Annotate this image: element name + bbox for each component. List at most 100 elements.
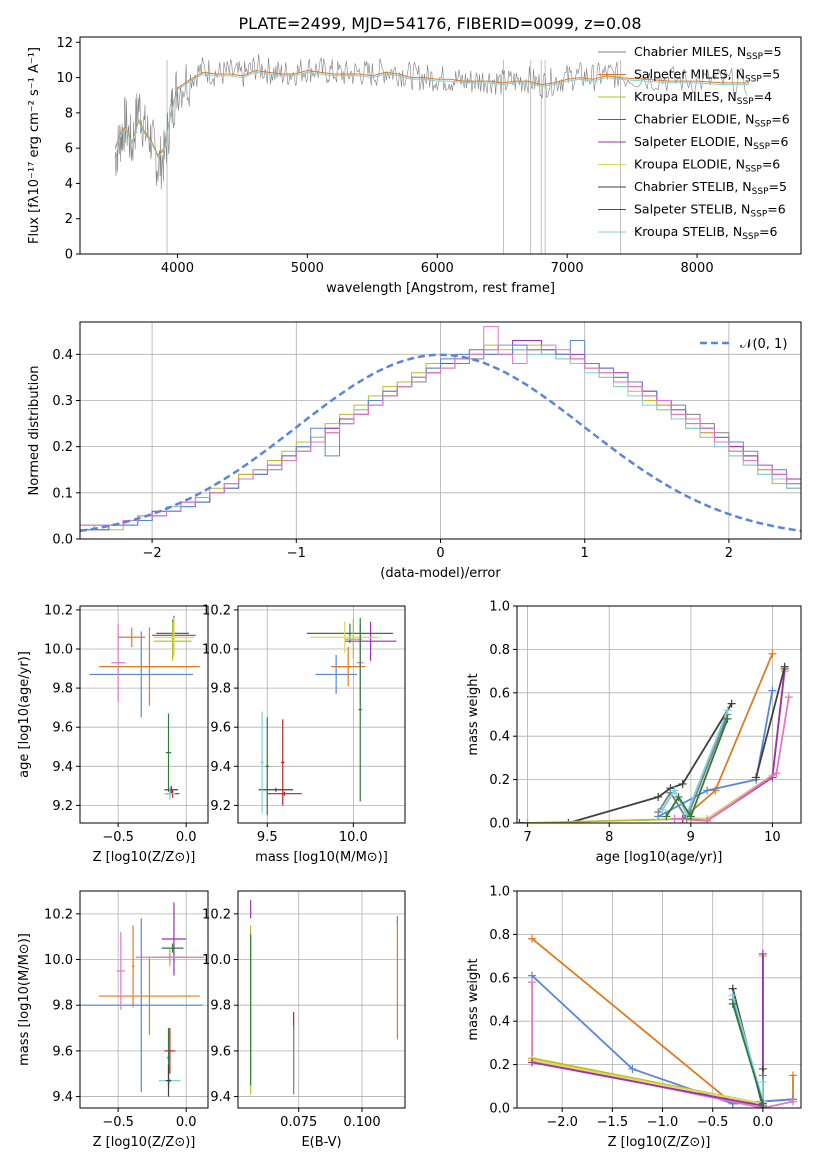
y-tick-label: 0.3 <box>52 394 73 409</box>
y-tick-label: 9.4 <box>210 760 231 775</box>
weight-line <box>519 703 733 823</box>
x-tick-label: 9 <box>687 830 695 845</box>
legend-sub: SSP <box>752 187 769 197</box>
y-tick-label: 10.0 <box>44 953 73 968</box>
data-point <box>628 1064 637 1073</box>
y-tick-label: 10.0 <box>202 953 231 968</box>
legend-sub: SSP <box>737 97 754 107</box>
y-tick-label: 9.4 <box>52 760 73 775</box>
hist-series <box>80 339 801 539</box>
hist-series <box>80 344 801 539</box>
y-tick-label: 1.0 <box>489 885 510 900</box>
legend-sub: SSP <box>750 210 767 220</box>
hist-series <box>80 344 801 539</box>
legend-tail: =6 <box>771 112 789 127</box>
y-tick-label: 0.0 <box>489 1102 510 1117</box>
data-point <box>780 662 789 671</box>
y-tick-label: 12 <box>56 36 73 51</box>
data-point <box>758 1077 767 1086</box>
data-point <box>768 649 777 658</box>
x-axis-label: age [log10(age/yr)] <box>596 850 723 865</box>
y-tick-label: 0.2 <box>489 1058 510 1073</box>
panel-4: 9.5 10.0 9.2 9.4 9.6 9.8 10.0 10.2 mass [log10(M… <box>202 603 406 865</box>
legend-text: Chabrier STELIB, N <box>634 179 752 194</box>
x-tick-label: 4000 <box>161 261 194 276</box>
x-tick-label: 7 <box>523 830 531 845</box>
axes-frame <box>79 36 802 255</box>
y-tick-label: 9.4 <box>52 1090 73 1105</box>
data-point <box>528 934 537 943</box>
y-tick-label: 0.4 <box>489 730 510 745</box>
legend-tail: =6 <box>770 134 788 149</box>
x-tick-label: 9.5 <box>257 830 278 845</box>
x-tick-label: 0.0 <box>753 1115 774 1130</box>
weight-line <box>657 714 729 821</box>
plot-area <box>528 934 797 1108</box>
legend-sub: SSP <box>746 52 763 62</box>
data-point <box>772 769 781 778</box>
x-axis-label: E(B-V) <box>301 1135 341 1150</box>
x-axis-label: wavelength [Angstrom, rest frame] <box>326 281 555 296</box>
y-axis-label: mass weight <box>466 673 481 755</box>
y-tick-label: 9.8 <box>210 999 231 1014</box>
panel-5: 7 8 9 10 0.0 0.2 0.4 0.6 0.8 1.0 age [log10(age/yr… <box>466 600 802 865</box>
y-tick-label: 0.2 <box>489 773 510 788</box>
y-axis-label: age [log10(age/yr)] <box>17 651 32 778</box>
legend-label: Kroupa MILES, NSSP=4 <box>634 89 772 107</box>
axes-frame <box>237 605 406 824</box>
weight-line <box>755 666 786 778</box>
x-tick-label: 8 <box>605 830 613 845</box>
x-tick-label: 0.100 <box>343 1115 380 1130</box>
data-point <box>728 999 737 1008</box>
plot-area <box>80 326 801 539</box>
legend-text: Kroupa ELODIE, N <box>634 157 745 172</box>
y-tick-label: 10.2 <box>44 907 73 922</box>
data-point <box>564 819 573 823</box>
x-tick-label: −2.0 <box>546 1115 578 1130</box>
panel-7: 0.075 0.100 9.4 9.6 9.8 10.0 10.2 E(B-V) <box>202 890 406 1150</box>
x-axis-label: (data-model)/error <box>380 566 501 581</box>
legend-tail: =5 <box>769 179 787 194</box>
data-point <box>788 1071 797 1080</box>
y-tick-label: 0.0 <box>52 533 73 548</box>
x-tick-label: −0.5 <box>697 1115 729 1130</box>
data-point <box>703 786 712 795</box>
y-tick-label: 10.0 <box>202 643 231 658</box>
y-tick-label: 9.6 <box>210 1044 231 1059</box>
data-point <box>788 1097 797 1106</box>
y-tick-label: 0.6 <box>489 971 510 986</box>
x-tick-label: 6000 <box>421 261 454 276</box>
y-axis-label: mass weight <box>466 958 481 1040</box>
y-tick-label: 2 <box>65 212 73 227</box>
data-point <box>670 814 679 823</box>
y-tick-label: 10.2 <box>202 907 231 922</box>
legend-label: Kroupa STELIB, NSSP=6 <box>634 224 778 242</box>
legend-text: Salpeter ELODIE, N <box>634 134 753 149</box>
data-point <box>758 949 767 958</box>
x-tick-label: 1 <box>581 546 589 561</box>
legend-text: Chabrier MILES, N <box>634 44 746 59</box>
x-tick-label: 2 <box>725 546 733 561</box>
hist-series <box>80 326 801 539</box>
x-tick-label: 0.075 <box>280 1115 317 1130</box>
normal-curve <box>80 353 801 533</box>
y-axis-label: Flux [fλ10⁻¹⁷ erg cm⁻² s⁻¹ A⁻¹] <box>27 47 42 244</box>
x-tick-label: 10.0 <box>339 830 368 845</box>
panel-8: −2.0 −1.5 −1.0 −0.5 0.0 0.0 0.2 0.4 0.6 0.8 1.0 Z [… <box>466 885 802 1150</box>
legend-label: Salpeter STELIB, NSSP=6 <box>634 202 786 220</box>
data-point <box>703 816 712 823</box>
data-point <box>727 699 736 708</box>
legend-label: Salpeter ELODIE, NSSP=6 <box>634 134 789 152</box>
hist-series <box>80 339 801 539</box>
plot-area <box>114 53 749 254</box>
y-tick-label: 10 <box>56 71 73 86</box>
y-tick-label: 8 <box>65 106 73 121</box>
y-tick-label: 0.8 <box>489 928 510 943</box>
legend-label: Chabrier ELODIE, NSSP=6 <box>634 112 790 130</box>
data-point <box>670 786 679 795</box>
x-tick-label: −1 <box>287 546 306 561</box>
legend-label: Chabrier MILES, NSSP=5 <box>634 44 782 62</box>
data-point <box>752 773 761 782</box>
plot-area <box>89 615 200 800</box>
y-tick-label: 0.8 <box>489 643 510 658</box>
